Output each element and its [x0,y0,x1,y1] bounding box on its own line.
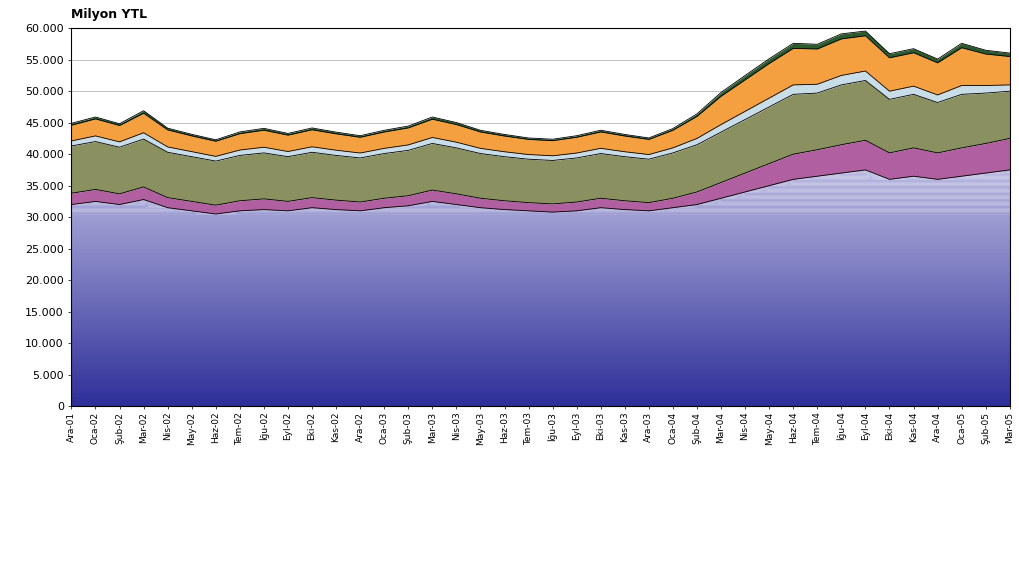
Text: Milyon YTL: Milyon YTL [71,8,148,21]
